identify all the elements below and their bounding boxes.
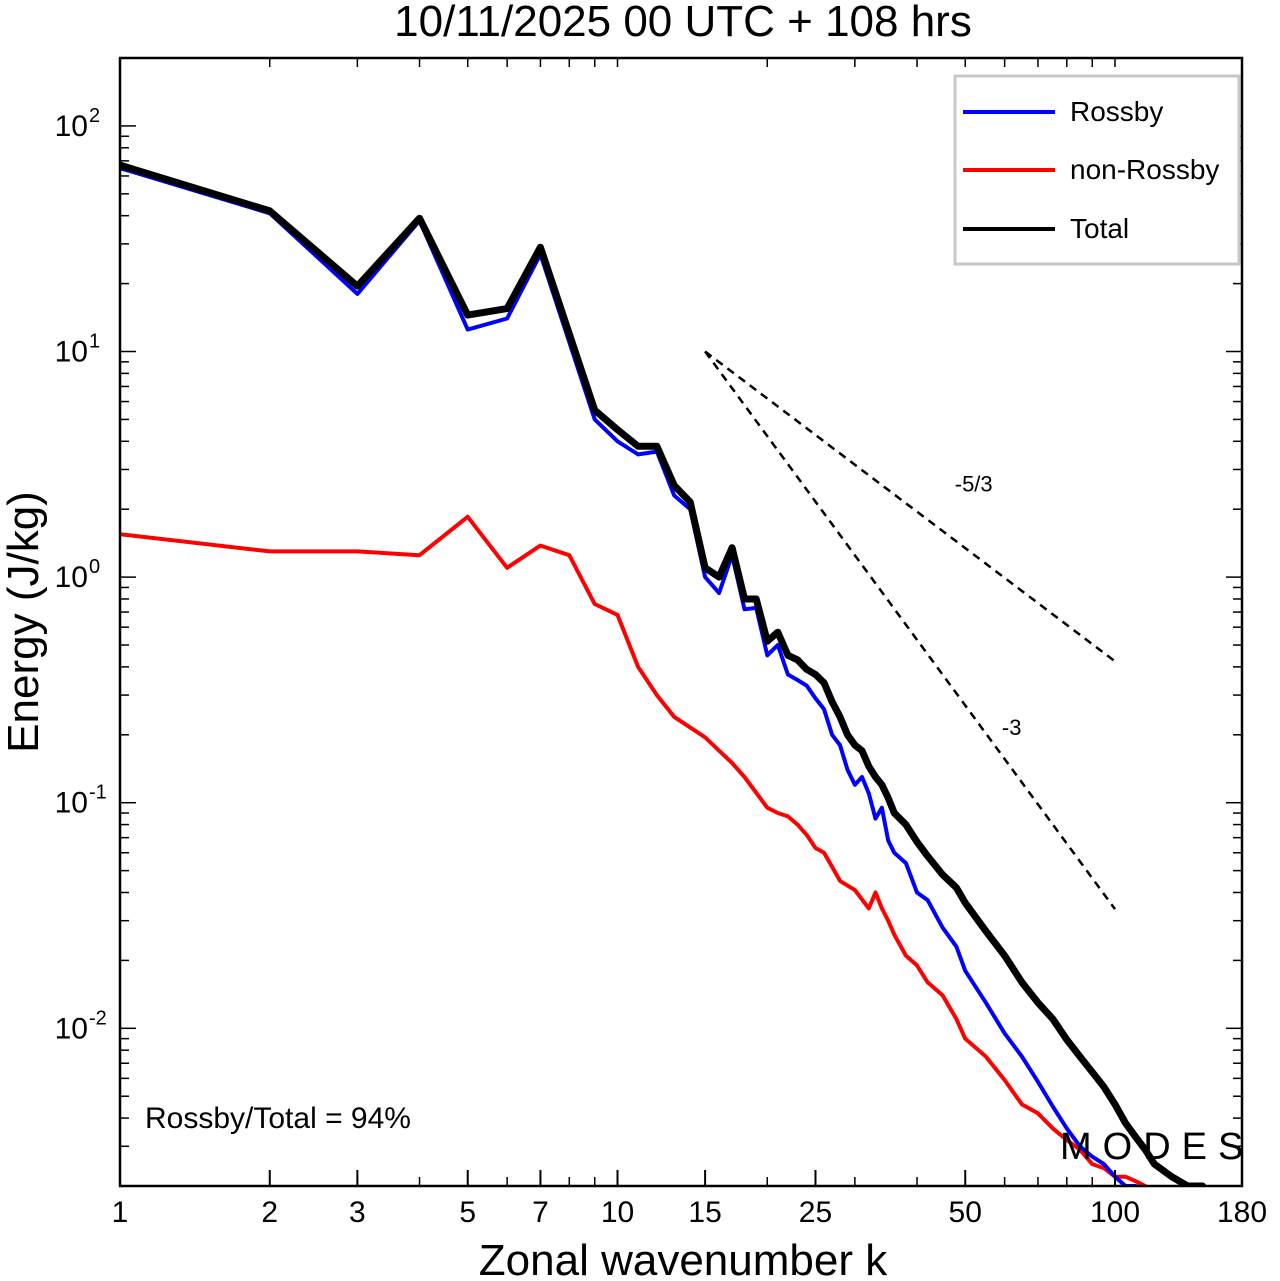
y-tick-exponent: -1 <box>89 782 107 804</box>
y-axis-label: Energy (J/kg) <box>0 491 48 753</box>
y-tick-label: 10 <box>55 561 88 594</box>
x-tick-label: 2 <box>261 1196 278 1229</box>
x-tick-label: 100 <box>1090 1196 1140 1229</box>
reference-line-label: -3 <box>1002 715 1022 740</box>
y-tick-label: 10 <box>55 787 88 820</box>
rossby-ratio-annotation: Rossby/Total = 94% <box>145 1102 411 1135</box>
x-tick-label: 25 <box>799 1196 832 1229</box>
series-line-non-rossby <box>120 514 1148 1186</box>
reference-line-slope <box>704 350 1116 663</box>
chart-title: 10/11/2025 00 UTC + 108 hrs <box>394 0 972 46</box>
x-tick-label: 180 <box>1217 1196 1267 1229</box>
x-tick-label: 15 <box>688 1196 721 1229</box>
modes-watermark: MODES <box>1060 1126 1254 1168</box>
reference-line-slope <box>704 350 1117 910</box>
x-tick-label: 10 <box>601 1196 634 1229</box>
x-tick-label: 5 <box>459 1196 476 1229</box>
x-tick-label: 7 <box>532 1196 549 1229</box>
y-tick-exponent: 1 <box>89 331 100 353</box>
y-tick-label: 10 <box>55 1012 88 1045</box>
x-tick-label: 1 <box>112 1196 129 1229</box>
legend-label-total: Total <box>1070 213 1129 244</box>
y-tick-exponent: 0 <box>89 556 100 578</box>
legend: Rossby non-Rossby Total <box>953 74 1241 266</box>
y-tick-exponent: 2 <box>89 105 100 127</box>
y-tick-label: 10 <box>55 110 88 143</box>
x-axis-label: Zonal wavenumber k <box>479 1236 888 1281</box>
x-tick-label: 3 <box>349 1196 366 1229</box>
series-line-total <box>120 161 1207 1186</box>
y-tick-label: 10 <box>55 336 88 369</box>
y-tick-exponent: -2 <box>89 1007 107 1029</box>
legend-label-rossby: Rossby <box>1070 96 1163 127</box>
reference-slopes: -5/3 -3 <box>704 350 1117 910</box>
reference-line-label: -5/3 <box>955 471 993 496</box>
series-lines <box>120 161 1207 1186</box>
plot-frame <box>118 56 1244 1188</box>
series-line-rossby <box>120 166 1138 1186</box>
legend-label-non-rossby: non-Rossby <box>1070 154 1219 185</box>
x-tick-label: 50 <box>949 1196 982 1229</box>
